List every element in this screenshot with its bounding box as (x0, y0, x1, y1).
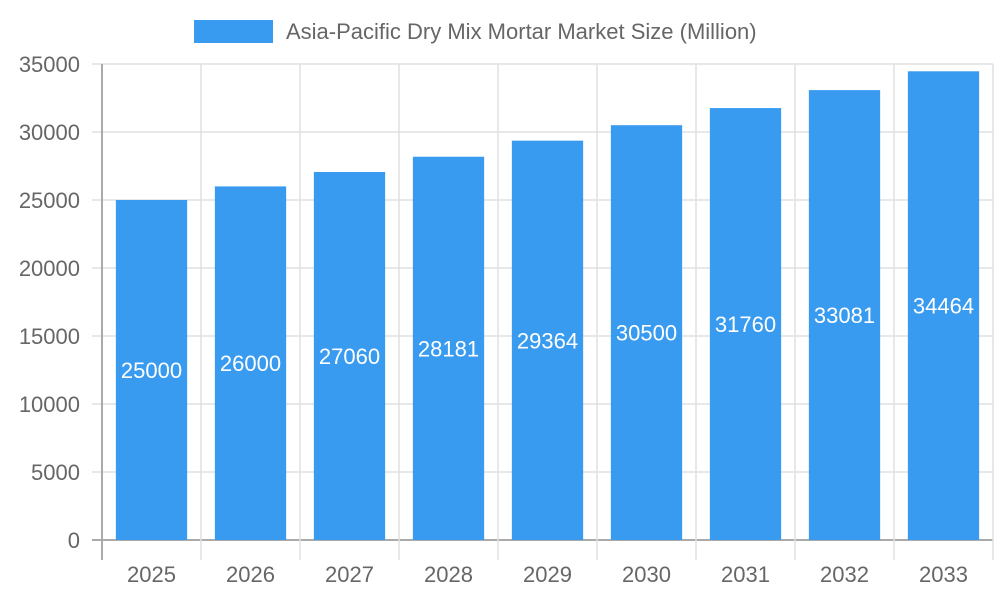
data-label-2029: 29364 (517, 328, 578, 353)
x-tick-label: 2027 (325, 562, 374, 587)
bar-2033 (907, 71, 980, 540)
x-tick-label: 2031 (721, 562, 770, 587)
y-tick-label: 15000 (19, 324, 80, 349)
data-label-2032: 33081 (814, 303, 875, 328)
x-tick-label: 2025 (127, 562, 176, 587)
x-tick-label: 2032 (820, 562, 869, 587)
y-tick-label: 0 (68, 528, 80, 553)
bar-2027 (313, 171, 386, 540)
y-tick-label: 10000 (19, 392, 80, 417)
x-tick-label: 2026 (226, 562, 275, 587)
bars (115, 71, 980, 541)
axes: 0 5000 10000 15000 20000 25000 30000 35000 2025 2… (19, 52, 968, 587)
x-tick-label: 2033 (919, 562, 968, 587)
data-label-2033: 34464 (913, 294, 974, 319)
legend[interactable]: Asia-Pacific Dry Mix Mortar Market Size … (194, 19, 757, 44)
data-label-2031: 31760 (715, 312, 776, 337)
bar-2028 (412, 156, 485, 540)
bar-2026 (214, 186, 287, 540)
data-label-2030: 30500 (616, 321, 677, 346)
y-tick-label: 30000 (19, 120, 80, 145)
data-labels: 25000 26000 27060 28181 29364 30500 31760 33081… (121, 294, 974, 383)
bar-2032 (808, 90, 881, 541)
y-tick-label: 20000 (19, 256, 80, 281)
x-tick-label: 2030 (622, 562, 671, 587)
data-label-2027: 27060 (319, 344, 380, 369)
bar-2025 (115, 200, 188, 540)
x-tick-label: 2029 (523, 562, 572, 587)
data-label-2025: 25000 (121, 358, 182, 383)
legend-label: Asia-Pacific Dry Mix Mortar Market Size … (286, 19, 757, 44)
bar-2029 (511, 140, 584, 540)
x-tick-label: 2028 (424, 562, 473, 587)
data-label-2026: 26000 (220, 351, 281, 376)
bar-2031 (709, 108, 782, 541)
y-tick-label: 5000 (31, 460, 80, 485)
y-tick-label: 25000 (19, 188, 80, 213)
data-label-2028: 28181 (418, 336, 479, 361)
y-tick-label: 35000 (19, 52, 80, 77)
legend-swatch (194, 20, 273, 43)
bar-2030 (610, 125, 683, 540)
